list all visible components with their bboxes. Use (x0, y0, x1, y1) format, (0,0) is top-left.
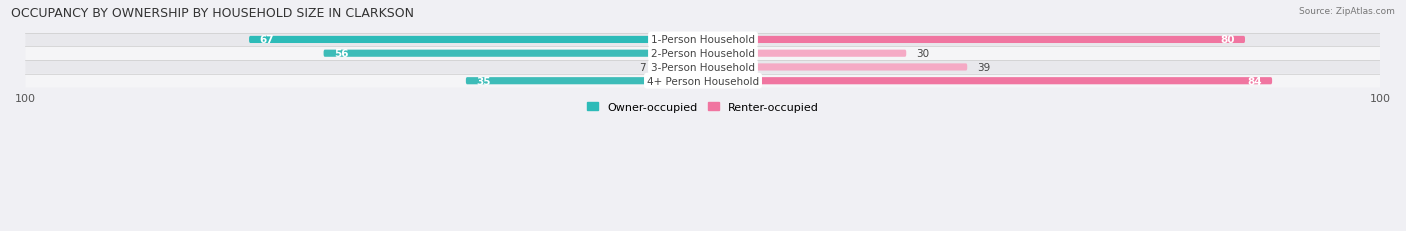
Text: 2-Person Household: 2-Person Household (651, 49, 755, 59)
FancyBboxPatch shape (655, 64, 703, 71)
FancyBboxPatch shape (249, 37, 703, 44)
FancyBboxPatch shape (25, 33, 1381, 47)
FancyBboxPatch shape (703, 78, 1272, 85)
Text: 84: 84 (1247, 76, 1263, 86)
FancyBboxPatch shape (703, 64, 967, 71)
Text: 7: 7 (638, 63, 645, 73)
FancyBboxPatch shape (703, 50, 907, 58)
Text: OCCUPANCY BY OWNERSHIP BY HOUSEHOLD SIZE IN CLARKSON: OCCUPANCY BY OWNERSHIP BY HOUSEHOLD SIZE… (11, 7, 415, 20)
Legend: Owner-occupied, Renter-occupied: Owner-occupied, Renter-occupied (582, 98, 824, 117)
Text: 80: 80 (1220, 35, 1234, 45)
Text: Source: ZipAtlas.com: Source: ZipAtlas.com (1299, 7, 1395, 16)
FancyBboxPatch shape (25, 75, 1381, 88)
FancyBboxPatch shape (25, 47, 1381, 61)
Text: 35: 35 (477, 76, 491, 86)
FancyBboxPatch shape (465, 78, 703, 85)
FancyBboxPatch shape (25, 61, 1381, 75)
FancyBboxPatch shape (703, 37, 1244, 44)
Text: 4+ Person Household: 4+ Person Household (647, 76, 759, 86)
Text: 3-Person Household: 3-Person Household (651, 63, 755, 73)
Text: 30: 30 (917, 49, 929, 59)
Text: 56: 56 (333, 49, 349, 59)
Text: 1-Person Household: 1-Person Household (651, 35, 755, 45)
Text: 39: 39 (977, 63, 991, 73)
Text: 67: 67 (259, 35, 274, 45)
FancyBboxPatch shape (323, 50, 703, 58)
